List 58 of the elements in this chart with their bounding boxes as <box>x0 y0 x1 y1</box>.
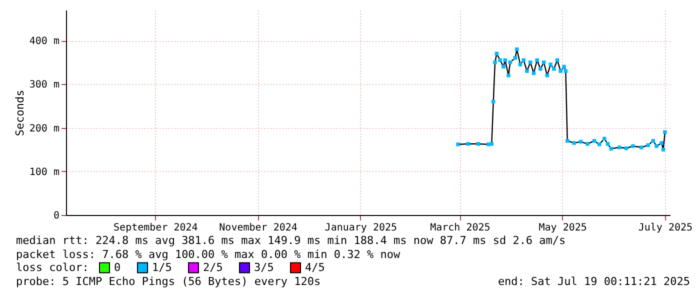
point <box>654 144 658 148</box>
text: probe: 5 ICMP Echo Pings (56 Bytes) every 120s <box>16 275 321 288</box>
point <box>564 69 568 73</box>
point <box>562 64 566 69</box>
y-tick-label: 300 m <box>29 80 60 91</box>
legend-label: 0 <box>114 260 121 274</box>
point <box>618 146 622 150</box>
text: packet loss: 7.68 % avg 100.00 % max 0.00 % min 0.32 % now <box>16 248 400 261</box>
x-tick-label: January 2025 <box>324 222 398 234</box>
point <box>498 58 502 62</box>
point <box>640 146 644 150</box>
legend-label: 1/5 <box>152 260 172 274</box>
point <box>494 52 499 56</box>
point <box>602 136 606 141</box>
point <box>660 141 664 145</box>
point <box>476 142 480 146</box>
line-series <box>457 48 666 150</box>
point <box>515 47 519 52</box>
legend-label: 3/5 <box>254 260 274 274</box>
point <box>493 60 497 64</box>
x-tick-label: November 2024 <box>219 222 298 234</box>
x-tick-label: July 2025 <box>638 222 693 234</box>
point <box>466 142 470 146</box>
point <box>513 56 518 60</box>
x-tick-label: September 2024 <box>114 222 198 234</box>
point <box>586 142 590 146</box>
legend-label: 2/5 <box>203 260 223 274</box>
point <box>506 74 510 78</box>
y-axis-title: Seconds <box>13 90 26 136</box>
point <box>661 148 666 152</box>
point <box>518 62 522 66</box>
point <box>490 142 494 146</box>
x-tick-label: March 2025 <box>430 222 490 234</box>
point <box>502 64 506 69</box>
x-tick-label: May 2025 <box>538 222 587 234</box>
point <box>631 144 635 148</box>
point <box>548 62 552 66</box>
point <box>491 100 496 104</box>
point <box>572 141 576 145</box>
y-tick-label: 200 m <box>29 123 60 134</box>
point <box>663 130 667 134</box>
y-tick-label: 400 m <box>29 36 60 48</box>
point <box>456 142 460 146</box>
point <box>552 67 556 71</box>
point <box>525 69 529 73</box>
point <box>545 74 550 78</box>
point <box>609 146 613 151</box>
point <box>558 69 563 73</box>
point <box>503 58 507 62</box>
y-tick-label: 0 <box>53 210 60 222</box>
point <box>535 58 539 62</box>
text: end: Sat Jul 19 00:11:21 2025 <box>498 275 690 288</box>
text: median rtt: 224.8 ms avg 381.6 ms max 149.9 ms min 188.4 ms now 87.7 ms sd 2.6 am/s <box>16 234 566 247</box>
legend-title: loss color: <box>16 261 89 274</box>
point <box>538 67 542 71</box>
point <box>606 142 610 146</box>
y-tick-label: 100 m <box>29 166 60 178</box>
legend-label: 4/5 <box>305 260 325 274</box>
